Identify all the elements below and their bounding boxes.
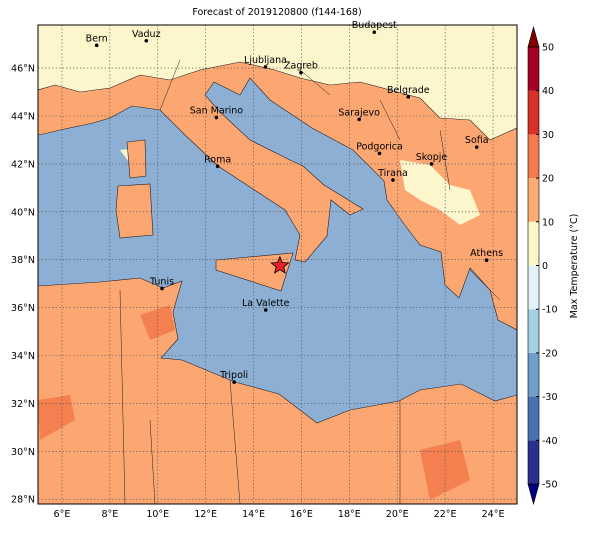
city-label: San Marino — [190, 105, 243, 116]
city-dot — [372, 30, 377, 34]
colorbar-tick-label: 0 — [542, 261, 548, 272]
x-tick-label: 24°E — [482, 509, 505, 520]
city-dot — [160, 286, 164, 291]
y-tick-label: 40°N — [11, 207, 35, 218]
city-label: Sofia — [465, 135, 489, 146]
colorbar-bin — [528, 221, 539, 266]
city-label: La Valette — [242, 298, 290, 309]
x-tick-label: 6°E — [54, 509, 71, 520]
colorbar-bin — [528, 134, 539, 179]
colorbar-bin — [528, 352, 539, 397]
marker-star — [270, 255, 290, 274]
y-tick-label: 36°N — [11, 303, 35, 314]
city-label: Zagreb — [284, 61, 318, 72]
colorbar-extend — [527, 483, 540, 506]
y-tick-label: 42°N — [11, 159, 35, 170]
colorbar-tick-label: 20 — [542, 174, 554, 185]
y-tick-label: 46°N — [11, 64, 35, 75]
colorbar-label: Max Temperature (°C) — [569, 214, 580, 319]
city-label: Ljubljana — [244, 55, 287, 66]
city-dot — [263, 308, 268, 312]
colorbar-tick-label: -40 — [542, 436, 558, 447]
colorbar-tick-label: -10 — [542, 305, 558, 316]
colorbar-bin — [528, 178, 539, 222]
city-label: Roma — [204, 154, 231, 165]
x-tick-label: 22°E — [434, 509, 457, 520]
city-dot — [357, 117, 361, 122]
colorbar-bin — [528, 396, 539, 441]
city-dot — [406, 95, 411, 99]
city-label: Tunis — [149, 276, 174, 287]
x-tick-label: 16°E — [290, 509, 313, 520]
city-dot — [144, 39, 149, 43]
x-tick-label: 12°E — [194, 509, 217, 520]
x-tick-label: 20°E — [386, 509, 409, 520]
city-dot — [299, 70, 303, 75]
y-tick-label: 32°N — [11, 399, 35, 410]
city-dot — [215, 164, 220, 169]
y-tick-label: 38°N — [11, 255, 35, 266]
colorbar-tick-label: 10 — [542, 217, 554, 228]
map — [38, 25, 517, 504]
city-dot — [263, 65, 268, 69]
colorbar-tick-label: -50 — [542, 480, 558, 491]
city-dot — [391, 178, 395, 182]
y-tick-label: 44°N — [11, 112, 35, 123]
city-dot — [484, 258, 489, 262]
colorbar-tick-label: -20 — [542, 348, 558, 359]
colorbar-tick-label: 30 — [542, 130, 554, 141]
city-dot — [94, 43, 99, 48]
colorbar-tick-label: -30 — [542, 392, 558, 403]
city-label: Podgorica — [356, 141, 403, 152]
city-label: Athens — [470, 248, 503, 259]
city-label: Vaduz — [132, 29, 161, 40]
y-tick-label: 30°N — [11, 447, 35, 458]
colorbar-bin — [528, 265, 539, 310]
city-dot — [214, 115, 219, 120]
city-label: Skopje — [416, 152, 448, 163]
city-label: Tirana — [377, 168, 408, 179]
city-label: Tripoli — [219, 370, 248, 381]
colorbar-bin — [528, 47, 539, 91]
city-dot — [377, 151, 382, 156]
city-label: Belgrade — [387, 85, 430, 96]
city-dot — [232, 380, 236, 384]
x-tick-label: 8°E — [101, 509, 118, 520]
colorbar-tick-label: 50 — [542, 43, 554, 54]
colorbar-tick-label: 40 — [542, 86, 554, 97]
city-label: Budapest — [352, 20, 397, 31]
colorbar-bin — [528, 90, 539, 135]
x-tick-label: 14°E — [242, 509, 265, 520]
city-dot — [429, 162, 434, 166]
colorbar-bin — [528, 309, 539, 353]
city-dot — [474, 145, 479, 149]
colorbar-extend — [527, 25, 540, 48]
y-tick-label: 28°N — [11, 495, 35, 506]
y-tick-label: 34°N — [11, 351, 35, 362]
x-tick-label: 10°E — [146, 509, 169, 520]
title: Forecast of 2019120800 (f144-168) — [192, 7, 361, 18]
city-label: Bern — [86, 33, 108, 44]
map-frame — [37, 24, 518, 505]
city-label: Sarajevo — [338, 107, 380, 118]
x-tick-label: 18°E — [338, 509, 361, 520]
colorbar-bin — [528, 440, 539, 484]
